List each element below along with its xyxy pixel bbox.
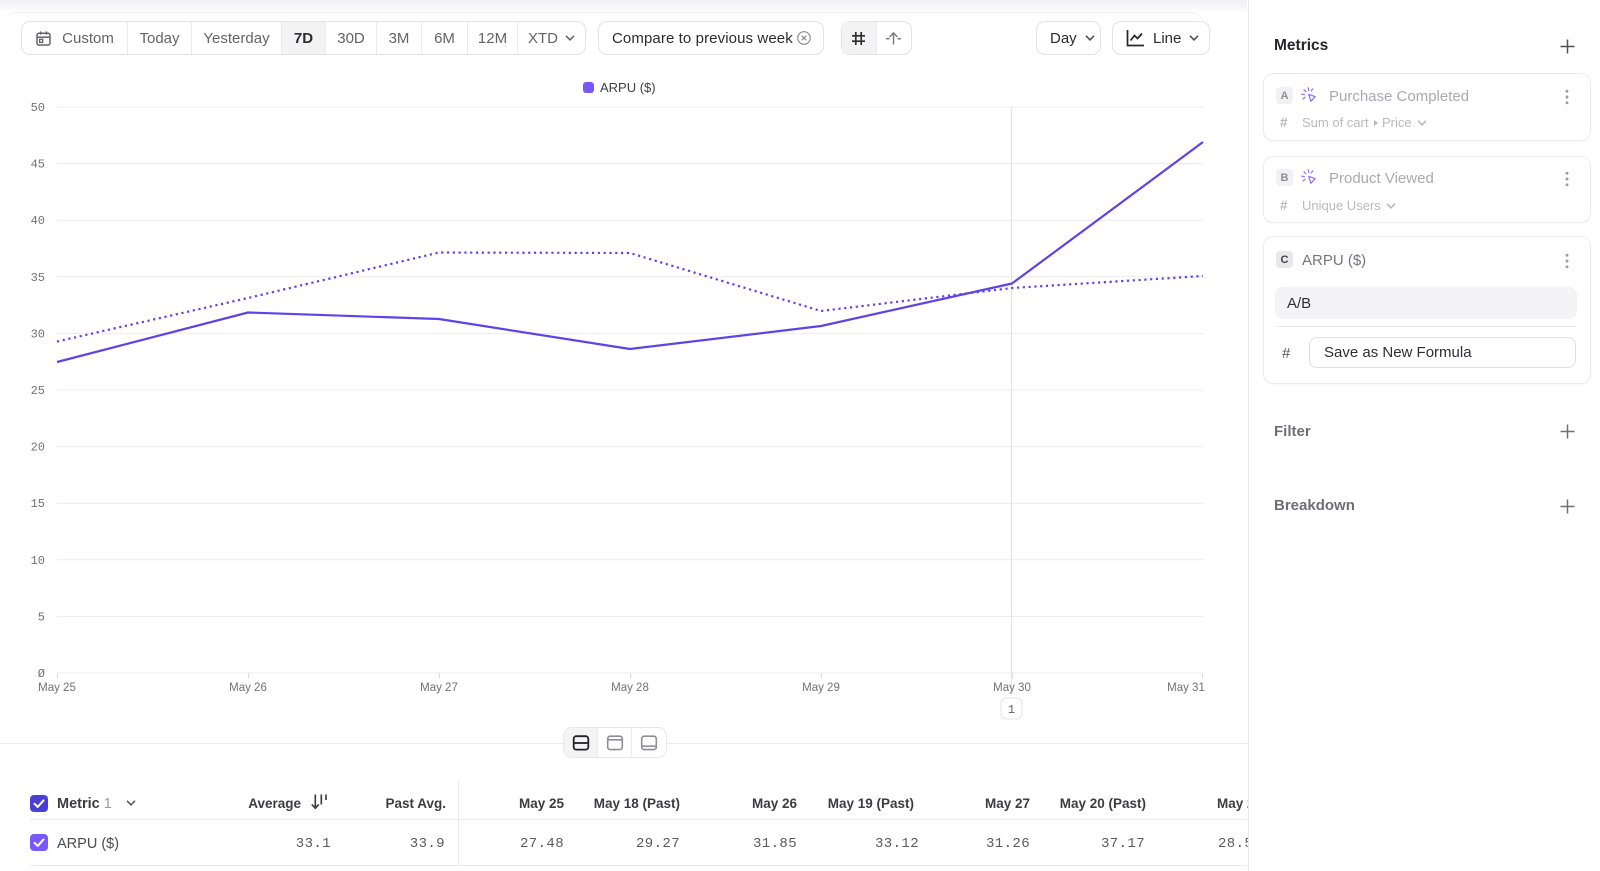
svg-text:50: 50: [31, 101, 45, 115]
svg-text:May 30: May 30: [993, 682, 1031, 694]
svg-text:1: 1: [1008, 703, 1015, 717]
svg-text:Ø: Ø: [38, 667, 45, 681]
svg-text:15: 15: [31, 497, 45, 511]
svg-text:May 25: May 25: [38, 682, 76, 694]
svg-text:May 28: May 28: [611, 682, 649, 694]
svg-text:35: 35: [31, 271, 45, 285]
svg-text:May 29: May 29: [802, 682, 840, 694]
svg-text:5: 5: [38, 610, 45, 624]
svg-text:May 26: May 26: [229, 682, 267, 694]
svg-text:May 27: May 27: [420, 682, 458, 694]
svg-text:20: 20: [31, 441, 45, 455]
svg-text:25: 25: [31, 384, 45, 398]
svg-text:45: 45: [31, 158, 45, 172]
svg-text:May 31: May 31: [1167, 682, 1205, 694]
svg-text:30: 30: [31, 327, 45, 341]
svg-text:10: 10: [31, 554, 45, 568]
svg-text:40: 40: [31, 214, 45, 228]
